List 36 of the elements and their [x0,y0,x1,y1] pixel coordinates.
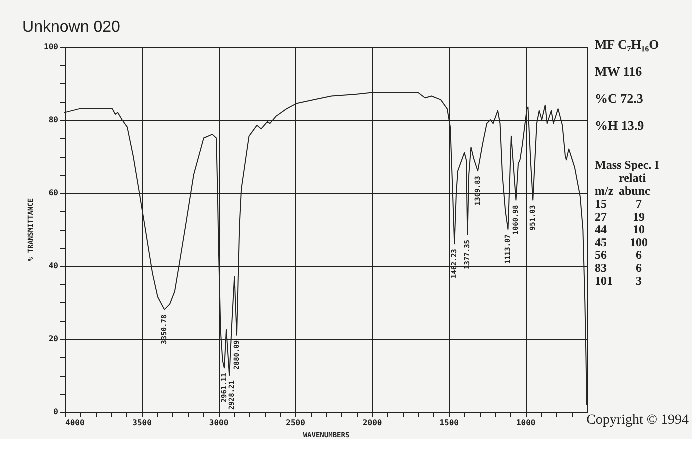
x-tick-label: 3000 [209,418,229,428]
data-label: 100 [630,235,648,250]
text: MF C₇H₁₆O [595,37,660,52]
y-tick-label: 20 [48,334,59,344]
x-tick-label: 4000 [66,418,85,428]
y-tick-label: 0 [54,408,59,416]
category-label: 56 [595,248,607,262]
text: m/z [595,184,614,198]
category-label: 15 [595,197,607,211]
data-label: 7 [636,197,642,211]
text: MW 116 [595,64,643,79]
category-label: 27 [595,210,607,224]
x-tick-label: 2500 [286,418,306,428]
category-label: 101 [595,274,613,288]
text: relati abunc [619,171,652,198]
y-tick-label: 100 [44,42,59,52]
data-label: 19 [633,210,645,224]
text: Copyright © 1994 [586,413,689,428]
x-tick-label: 1500 [440,418,460,428]
data-label: 6 [636,261,642,275]
y-tick-label: 60 [48,188,59,198]
y-tick-label: 80 [48,116,59,124]
x-tick-label: 2000 [362,418,382,428]
text: %C 72.3 [595,91,644,106]
y-tick-label: 40 [48,262,59,270]
category-label: 83 [595,261,607,275]
x-tick-label: 3500 [132,418,152,428]
data-label: 6 [636,248,642,262]
chart-title: Unknown 020 [22,19,120,36]
x-tick-label: 1000 [516,418,536,428]
data-label: 3 [636,274,642,288]
data-label: 10 [633,222,645,237]
category-label: 45 [595,235,607,250]
text: Mass Spec. I [595,158,660,172]
text: %H 13.9 [595,118,645,133]
category-label: 44 [595,222,607,237]
